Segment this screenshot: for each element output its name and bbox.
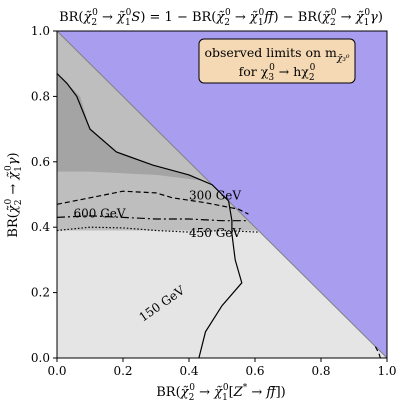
axis-ticks: 0.0 0.2 0.4 0.6 0.8 1.0 0.0 0.2 0.4 0.6 0.8 1.0 xyxy=(31,24,397,378)
y-tick-label: 0.0 xyxy=(31,351,50,365)
chart-title: BR(χ̃20 → χ̃10S) = 1 − BR(χ̃20 → χ̃10ff̄… xyxy=(59,8,383,28)
y-tick-label: 0.2 xyxy=(31,286,50,300)
annotation-line-1: observed limits on mχ̃₃⁰ xyxy=(204,45,349,64)
y-axis-title: BR(χ̃20 → χ̃10γ) xyxy=(4,152,24,237)
contour-label-450-gev: 450 GeV xyxy=(189,226,241,240)
contour-150-gev xyxy=(56,73,243,359)
annotation-background xyxy=(198,38,356,84)
plot-area xyxy=(56,30,388,359)
contour-label-600-gev: 600 GeV xyxy=(74,206,126,220)
x-tick-label: 0.0 xyxy=(47,364,66,378)
x-tick-label: 0.4 xyxy=(179,364,198,378)
x-tick-label: 0.2 xyxy=(113,364,132,378)
contour-450-gev xyxy=(56,226,259,233)
y-tick-label: 0.4 xyxy=(31,220,50,234)
x-tick-label: 0.6 xyxy=(245,364,264,378)
x-axis-title: BR(χ̃20 → χ̃10[Z* → ff̄]) xyxy=(156,383,285,403)
region-dark xyxy=(57,73,209,182)
axes-frame xyxy=(56,30,388,359)
contour-label-300-gev: 300 GeV xyxy=(189,188,241,202)
contour-600-gev xyxy=(56,215,249,222)
y-tick-label: 1.0 xyxy=(31,24,50,38)
x-tick-label: 0.8 xyxy=(311,364,330,378)
y-tick-label: 0.6 xyxy=(31,155,50,169)
contour-300-gev xyxy=(56,190,249,215)
contour-edge-4 xyxy=(374,346,381,359)
annotation-box: observed limits on mχ̃₃⁰ for χ30 → hχ20 xyxy=(198,38,356,84)
y-tick-label: 0.8 xyxy=(31,89,50,103)
x-tick-label: 1.0 xyxy=(377,364,396,378)
annotation-line-2: for χ30 → hχ20 xyxy=(239,63,316,83)
